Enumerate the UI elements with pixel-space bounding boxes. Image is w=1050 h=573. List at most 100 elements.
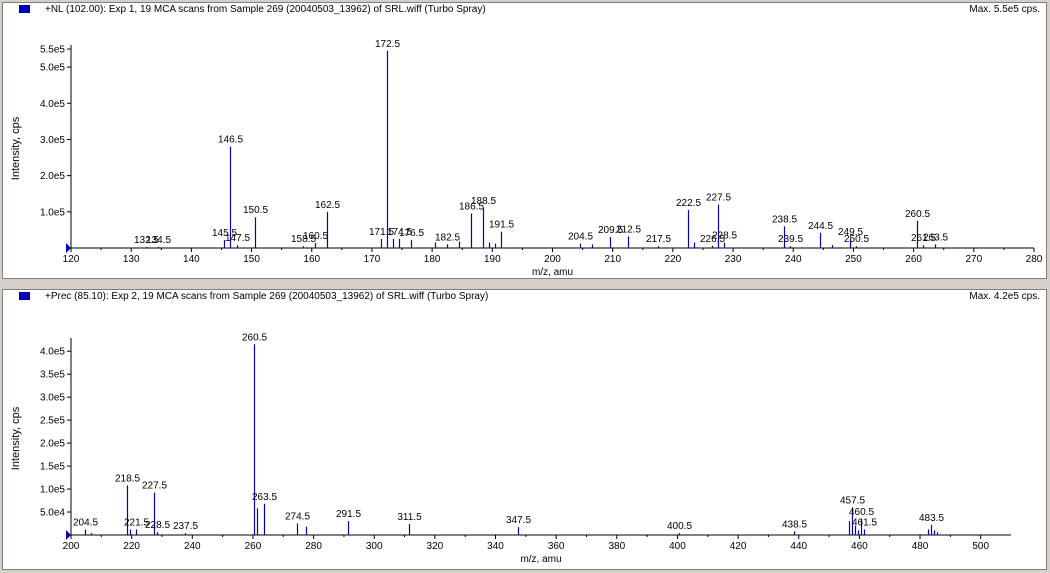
series-color-swatch[interactable] <box>19 292 30 300</box>
y-tick-label: 3.5e5 <box>40 370 65 381</box>
y-tick-label: 1.0e5 <box>40 207 65 218</box>
peak-label: 212.5 <box>616 224 641 235</box>
peak-label: 227.5 <box>706 193 731 204</box>
max-intensity-label: Max. 4.2e5 cps. <box>969 291 1040 302</box>
peak-label: 204.5 <box>73 517 98 528</box>
x-tick-label: 250 <box>845 254 862 265</box>
x-tick-label: 440 <box>790 541 807 552</box>
peak-label: 260.5 <box>242 332 267 343</box>
peak-label: 218.5 <box>115 473 140 484</box>
y-tick-label: 5.0e5 <box>40 63 65 74</box>
x-tick-label: 230 <box>725 254 742 265</box>
peak-label: 263.5 <box>923 232 948 243</box>
x-tick-label: 380 <box>608 541 625 552</box>
panel-header: +NL (102.00): Exp 1, 19 MCA scans from S… <box>3 3 1046 17</box>
peak-label: 145.5 <box>212 228 237 239</box>
series-color-swatch[interactable] <box>19 5 30 13</box>
peak-label: 228.5 <box>712 231 737 242</box>
peak-label: 217.5 <box>646 234 671 245</box>
x-tick-label: 260 <box>245 541 262 552</box>
peak-label: 244.5 <box>808 221 833 232</box>
peak-label: 237.5 <box>173 521 198 532</box>
x-tick-label: 280 <box>1026 254 1043 265</box>
max-intensity-label: Max. 5.5e5 cps. <box>969 4 1040 15</box>
x-tick-label: 140 <box>183 254 200 265</box>
y-tick-label: 2.0e5 <box>40 171 65 182</box>
x-tick-label: 220 <box>123 541 140 552</box>
spectrum-chart-2[interactable]: 200 220 240 260 280 300 320 340 360 380 400 420 440 4… <box>3 290 1046 569</box>
x-tick-label: 220 <box>665 254 682 265</box>
peak-label: 249.5 <box>838 227 863 238</box>
peak-label: 146.5 <box>218 135 243 146</box>
peak-label: 457.5 <box>840 495 865 506</box>
panel-header: +Prec (85.10): Exp 2, 19 MCA scans from … <box>3 290 1046 304</box>
peak-label: 274.5 <box>285 512 310 523</box>
peak-label: 186.5 <box>459 202 484 213</box>
peak-label: 162.5 <box>315 200 340 211</box>
x-tick-label: 320 <box>427 541 444 552</box>
peak-label: 226.5 <box>700 234 725 245</box>
peak-label: 227.5 <box>142 481 167 492</box>
x-tick-label: 240 <box>184 541 201 552</box>
peak-label: 188.5 <box>471 196 496 207</box>
peak-label: 209.5 <box>598 225 623 236</box>
y-tick-label: 5.5e5 <box>40 45 65 56</box>
peak-label: 191.5 <box>489 220 514 231</box>
x-tick-label: 400 <box>669 541 686 552</box>
peak-label: 158.5 <box>291 234 316 245</box>
peak-label: 438.5 <box>782 519 807 530</box>
peak-label: 261.5 <box>911 233 936 244</box>
x-tick-label: 480 <box>912 541 929 552</box>
peak-label: 250.5 <box>844 234 869 245</box>
spectrum-chart-1[interactable]: 120 130 140 150 160 170 180 190 200 210 220 230 240 2… <box>3 3 1046 278</box>
pane-splitter[interactable] <box>0 280 1050 288</box>
peak-label: 260.5 <box>905 209 930 220</box>
peak-label: 400.5 <box>667 521 692 532</box>
peak-label: 150.5 <box>243 205 268 216</box>
peak-label: 461.5 <box>852 517 877 528</box>
x-tick-label: 280 <box>305 541 322 552</box>
panel-title: +NL (102.00): Exp 1, 19 MCA scans from S… <box>45 4 486 15</box>
y-tick-label: 1.5e5 <box>40 462 65 473</box>
peak-label: 291.5 <box>336 509 361 520</box>
x-tick-label: 150 <box>243 254 260 265</box>
x-tick-label: 130 <box>123 254 140 265</box>
x-tick-label: 260 <box>905 254 922 265</box>
x-tick-label: 300 <box>366 541 383 552</box>
y-tick-label: 3.0e5 <box>40 393 65 404</box>
y-tick-label: 1.0e5 <box>40 485 65 496</box>
peak-label: 311.5 <box>397 512 422 523</box>
x-tick-label: 240 <box>785 254 802 265</box>
panel-title: +Prec (85.10): Exp 2, 19 MCA scans from … <box>45 291 489 302</box>
x-axis-title: m/z, amu <box>520 554 561 565</box>
y-tick-label: 2.0e5 <box>40 439 65 450</box>
x-tick-label: 200 <box>63 541 80 552</box>
x-tick-label: 460 <box>851 541 868 552</box>
x-tick-label: 270 <box>965 254 982 265</box>
peak-label: 182.5 <box>435 232 460 243</box>
peak-label: 238.5 <box>772 214 797 225</box>
peak-label: 174.5 <box>387 227 412 238</box>
y-axis-title: Intensity, cps <box>10 116 22 180</box>
x-tick-label: 170 <box>364 254 381 265</box>
x-tick-label: 360 <box>548 541 565 552</box>
y-tick-label: 3.0e5 <box>40 135 65 146</box>
peak-label: 221.5 <box>124 517 149 528</box>
x-axis-title: m/z, amu <box>532 267 573 278</box>
x-tick-label: 190 <box>484 254 501 265</box>
origin-marker-icon <box>66 243 71 253</box>
y-tick-label: 5.0e4 <box>40 508 65 519</box>
x-tick-label: 420 <box>730 541 747 552</box>
x-tick-label: 500 <box>972 541 989 552</box>
spectrum-panel-1: +NL (102.00): Exp 1, 19 MCA scans from S… <box>2 2 1047 279</box>
peak-label: 176.5 <box>399 228 424 239</box>
origin-marker-icon <box>66 530 71 540</box>
peak-label: 222.5 <box>676 198 701 209</box>
y-tick-label: 4.0e5 <box>40 347 65 358</box>
peak-label: 172.5 <box>375 39 400 50</box>
peak-label: 460.5 <box>849 507 874 518</box>
peak-label: 347.5 <box>506 515 531 526</box>
spectrum-panel-2: +Prec (85.10): Exp 2, 19 MCA scans from … <box>2 289 1047 570</box>
y-tick-label: 2.5e5 <box>40 416 65 427</box>
peak-label: 147.5 <box>225 233 250 244</box>
